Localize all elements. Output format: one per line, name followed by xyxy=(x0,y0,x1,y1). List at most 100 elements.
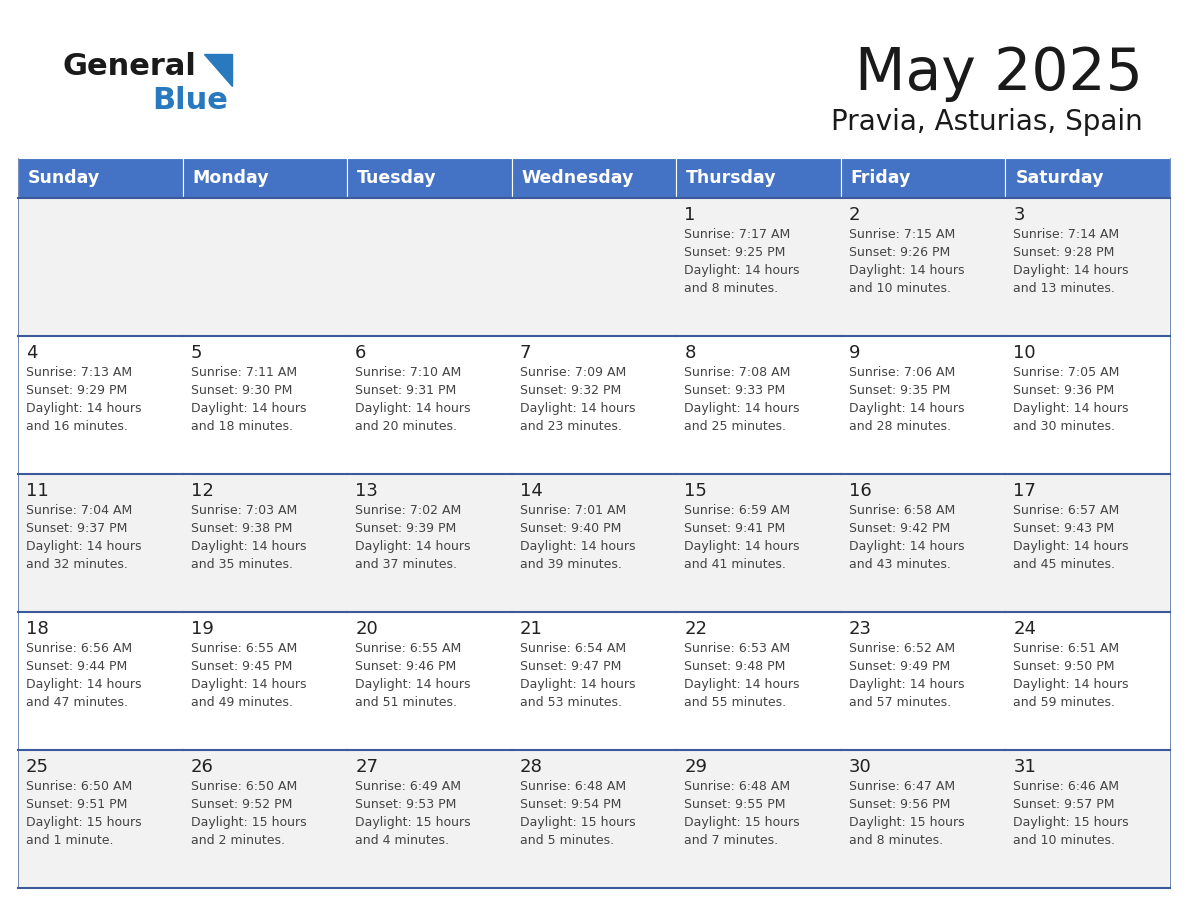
Bar xyxy=(18,474,183,612)
Text: and 10 minutes.: and 10 minutes. xyxy=(849,282,950,295)
Text: 6: 6 xyxy=(355,344,367,362)
Text: Sunrise: 6:55 AM: Sunrise: 6:55 AM xyxy=(355,642,461,655)
Text: Sunset: 9:25 PM: Sunset: 9:25 PM xyxy=(684,246,785,259)
Text: and 49 minutes.: and 49 minutes. xyxy=(190,696,292,709)
Text: Sunset: 9:57 PM: Sunset: 9:57 PM xyxy=(1013,798,1114,811)
Text: 11: 11 xyxy=(26,482,49,500)
Text: Thursday: Thursday xyxy=(687,169,777,187)
Text: Daylight: 15 hours: Daylight: 15 hours xyxy=(26,816,141,829)
Text: 16: 16 xyxy=(849,482,872,500)
Bar xyxy=(18,750,183,888)
Text: Sunrise: 6:49 AM: Sunrise: 6:49 AM xyxy=(355,780,461,793)
Text: Sunset: 9:32 PM: Sunset: 9:32 PM xyxy=(519,384,621,397)
Text: 14: 14 xyxy=(519,482,543,500)
Text: Sunset: 9:53 PM: Sunset: 9:53 PM xyxy=(355,798,456,811)
Text: Daylight: 14 hours: Daylight: 14 hours xyxy=(355,402,470,415)
Text: Sunset: 9:36 PM: Sunset: 9:36 PM xyxy=(1013,384,1114,397)
Text: Daylight: 14 hours: Daylight: 14 hours xyxy=(1013,678,1129,691)
Text: Daylight: 14 hours: Daylight: 14 hours xyxy=(26,540,141,553)
Text: 18: 18 xyxy=(26,620,49,638)
Text: Sunset: 9:40 PM: Sunset: 9:40 PM xyxy=(519,522,621,535)
Bar xyxy=(512,750,676,888)
Text: Sunrise: 7:10 AM: Sunrise: 7:10 AM xyxy=(355,366,461,379)
Text: Sunset: 9:29 PM: Sunset: 9:29 PM xyxy=(26,384,127,397)
Text: Sunrise: 7:04 AM: Sunrise: 7:04 AM xyxy=(26,504,132,517)
Text: Sunset: 9:54 PM: Sunset: 9:54 PM xyxy=(519,798,621,811)
Text: Sunrise: 6:46 AM: Sunrise: 6:46 AM xyxy=(1013,780,1119,793)
Text: 10: 10 xyxy=(1013,344,1036,362)
Text: 12: 12 xyxy=(190,482,214,500)
Text: Sunset: 9:35 PM: Sunset: 9:35 PM xyxy=(849,384,950,397)
Bar xyxy=(183,474,347,612)
Text: Sunrise: 6:58 AM: Sunrise: 6:58 AM xyxy=(849,504,955,517)
Bar xyxy=(841,336,1005,474)
Text: 23: 23 xyxy=(849,620,872,638)
Bar xyxy=(347,750,512,888)
Text: Sunrise: 7:06 AM: Sunrise: 7:06 AM xyxy=(849,366,955,379)
Text: 1: 1 xyxy=(684,206,696,224)
Text: Sunset: 9:37 PM: Sunset: 9:37 PM xyxy=(26,522,127,535)
Bar xyxy=(512,198,676,336)
Text: Daylight: 15 hours: Daylight: 15 hours xyxy=(519,816,636,829)
Bar xyxy=(347,612,512,750)
Text: Sunset: 9:30 PM: Sunset: 9:30 PM xyxy=(190,384,292,397)
Text: 22: 22 xyxy=(684,620,707,638)
Text: Sunset: 9:50 PM: Sunset: 9:50 PM xyxy=(1013,660,1114,673)
Text: Sunrise: 7:13 AM: Sunrise: 7:13 AM xyxy=(26,366,132,379)
Bar xyxy=(841,198,1005,336)
Bar xyxy=(347,474,512,612)
Text: and 37 minutes.: and 37 minutes. xyxy=(355,558,457,571)
Text: Sunset: 9:43 PM: Sunset: 9:43 PM xyxy=(1013,522,1114,535)
Bar xyxy=(18,336,183,474)
Text: Daylight: 14 hours: Daylight: 14 hours xyxy=(684,540,800,553)
Text: May 2025: May 2025 xyxy=(855,45,1143,102)
Text: and 28 minutes.: and 28 minutes. xyxy=(849,420,950,433)
Text: Sunset: 9:28 PM: Sunset: 9:28 PM xyxy=(1013,246,1114,259)
Text: and 45 minutes.: and 45 minutes. xyxy=(1013,558,1116,571)
Text: Daylight: 14 hours: Daylight: 14 hours xyxy=(26,402,141,415)
Text: and 25 minutes.: and 25 minutes. xyxy=(684,420,786,433)
Bar xyxy=(676,612,841,750)
Text: Daylight: 14 hours: Daylight: 14 hours xyxy=(684,402,800,415)
Text: Sunrise: 7:14 AM: Sunrise: 7:14 AM xyxy=(1013,228,1119,241)
Text: Daylight: 15 hours: Daylight: 15 hours xyxy=(1013,816,1129,829)
Text: and 7 minutes.: and 7 minutes. xyxy=(684,834,778,847)
Bar xyxy=(676,336,841,474)
Text: and 13 minutes.: and 13 minutes. xyxy=(1013,282,1116,295)
Bar xyxy=(676,750,841,888)
Bar xyxy=(1005,336,1170,474)
Text: Daylight: 14 hours: Daylight: 14 hours xyxy=(1013,402,1129,415)
Text: 5: 5 xyxy=(190,344,202,362)
Text: and 53 minutes.: and 53 minutes. xyxy=(519,696,621,709)
Text: Daylight: 14 hours: Daylight: 14 hours xyxy=(190,678,307,691)
Text: and 41 minutes.: and 41 minutes. xyxy=(684,558,786,571)
Bar xyxy=(1005,158,1170,198)
Text: Sunrise: 6:55 AM: Sunrise: 6:55 AM xyxy=(190,642,297,655)
Text: 17: 17 xyxy=(1013,482,1036,500)
Text: 9: 9 xyxy=(849,344,860,362)
Text: Sunrise: 6:50 AM: Sunrise: 6:50 AM xyxy=(190,780,297,793)
Text: 29: 29 xyxy=(684,758,707,776)
Text: 7: 7 xyxy=(519,344,531,362)
Text: Sunrise: 7:17 AM: Sunrise: 7:17 AM xyxy=(684,228,790,241)
Text: Sunset: 9:41 PM: Sunset: 9:41 PM xyxy=(684,522,785,535)
Text: Sunrise: 6:47 AM: Sunrise: 6:47 AM xyxy=(849,780,955,793)
Text: Blue: Blue xyxy=(152,86,228,115)
Text: Sunset: 9:55 PM: Sunset: 9:55 PM xyxy=(684,798,785,811)
Text: 4: 4 xyxy=(26,344,38,362)
Text: and 10 minutes.: and 10 minutes. xyxy=(1013,834,1116,847)
Text: 20: 20 xyxy=(355,620,378,638)
Text: Daylight: 14 hours: Daylight: 14 hours xyxy=(26,678,141,691)
Bar xyxy=(1005,612,1170,750)
Bar xyxy=(1005,750,1170,888)
Text: and 30 minutes.: and 30 minutes. xyxy=(1013,420,1116,433)
Bar xyxy=(512,612,676,750)
Text: Daylight: 14 hours: Daylight: 14 hours xyxy=(355,540,470,553)
Text: Daylight: 14 hours: Daylight: 14 hours xyxy=(849,540,965,553)
Text: 26: 26 xyxy=(190,758,214,776)
Text: Sunrise: 7:01 AM: Sunrise: 7:01 AM xyxy=(519,504,626,517)
Bar xyxy=(676,158,841,198)
Text: Daylight: 14 hours: Daylight: 14 hours xyxy=(519,678,636,691)
Bar xyxy=(18,612,183,750)
Bar xyxy=(183,336,347,474)
